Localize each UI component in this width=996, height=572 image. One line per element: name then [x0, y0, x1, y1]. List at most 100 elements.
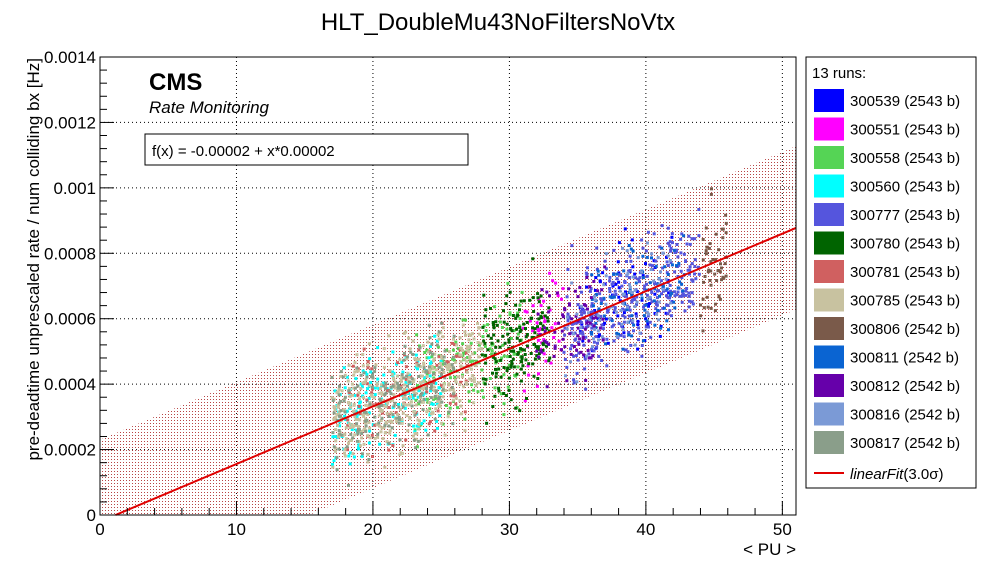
data-point [687, 294, 691, 298]
data-point [641, 254, 645, 258]
data-point [404, 438, 408, 442]
data-point [502, 402, 506, 406]
cms-sublabel: Rate Monitoring [149, 98, 270, 117]
data-point [543, 319, 547, 323]
data-point [613, 306, 617, 310]
data-point [539, 347, 543, 351]
data-point [441, 359, 445, 363]
data-point [370, 385, 374, 389]
data-point [684, 259, 688, 263]
data-point [439, 359, 443, 363]
fit-formula: f(x) = -0.00002 + x*0.00002 [152, 143, 335, 160]
data-point [470, 378, 474, 382]
data-point [425, 375, 429, 378]
data-point [436, 333, 440, 337]
data-point [665, 271, 669, 275]
data-point [539, 304, 543, 308]
data-point [638, 331, 642, 335]
data-point [525, 310, 529, 314]
data-point [447, 383, 451, 387]
data-point [649, 335, 653, 339]
data-point [520, 290, 524, 294]
data-point [497, 359, 501, 363]
data-point [414, 403, 418, 407]
data-point [545, 341, 549, 345]
data-point [627, 276, 631, 280]
data-point [488, 347, 492, 351]
data-point [629, 247, 633, 251]
data-point [539, 322, 543, 326]
data-point [678, 294, 682, 298]
data-point [448, 376, 452, 380]
data-point [631, 265, 635, 269]
data-point [687, 299, 691, 303]
data-point [604, 342, 607, 346]
data-point [390, 420, 394, 424]
data-point [338, 424, 342, 428]
data-point [376, 432, 380, 436]
data-point [693, 272, 696, 276]
data-point [590, 273, 594, 277]
data-point [580, 330, 584, 334]
data-point [410, 377, 414, 381]
data-point [661, 251, 665, 255]
data-point [354, 428, 358, 432]
data-point [335, 468, 339, 472]
data-point [362, 415, 366, 418]
data-point [617, 322, 621, 326]
data-point [476, 322, 480, 325]
data-point [331, 431, 335, 435]
data-point [404, 378, 408, 381]
data-point [621, 314, 625, 318]
data-point [502, 373, 506, 377]
data-point [345, 409, 349, 413]
data-point [543, 339, 547, 343]
data-point [620, 284, 624, 288]
data-point [402, 389, 406, 393]
data-point [398, 453, 402, 456]
data-point [352, 386, 356, 390]
data-point [358, 401, 362, 405]
data-point [585, 321, 589, 325]
data-point [709, 192, 713, 196]
data-point [411, 339, 415, 343]
data-point [422, 363, 426, 367]
data-point [669, 249, 673, 253]
data-point [371, 373, 374, 377]
data-point [626, 305, 629, 309]
data-point [647, 312, 651, 316]
data-point [522, 322, 526, 326]
data-point [425, 390, 429, 394]
data-point [537, 317, 541, 321]
data-point [353, 386, 357, 390]
data-point [423, 351, 427, 354]
data-point [623, 227, 627, 231]
data-point [693, 265, 697, 268]
data-point [555, 291, 559, 295]
data-point [617, 286, 621, 290]
data-point [410, 404, 414, 408]
data-point [390, 372, 394, 376]
data-point [482, 293, 486, 297]
data-point [636, 319, 640, 323]
data-point [403, 395, 407, 399]
data-point [333, 408, 337, 412]
data-point [502, 320, 506, 324]
data-point [376, 435, 380, 439]
data-point [331, 435, 335, 439]
data-point [361, 364, 365, 368]
data-point [652, 232, 656, 236]
data-point [373, 436, 377, 440]
data-point [505, 294, 509, 298]
data-point [666, 264, 670, 267]
data-point [505, 327, 509, 331]
data-point [481, 395, 485, 399]
data-point [556, 294, 560, 298]
data-point [461, 318, 465, 322]
data-point [398, 408, 402, 411]
data-point [612, 272, 616, 276]
data-point [383, 465, 387, 469]
data-point [472, 377, 476, 381]
data-point [624, 290, 627, 294]
data-point [387, 415, 391, 418]
